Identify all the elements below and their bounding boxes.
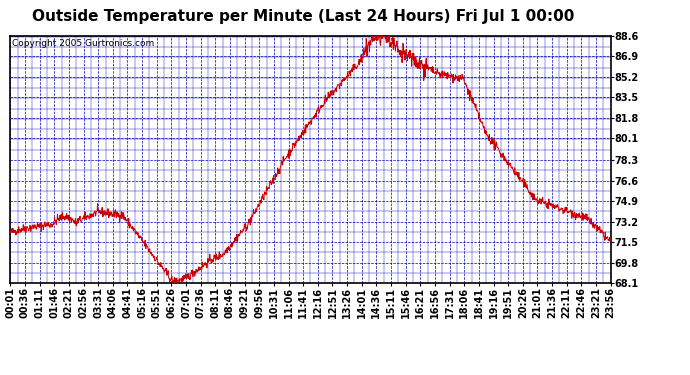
Text: Copyright 2005 Gurtronics.com: Copyright 2005 Gurtronics.com <box>12 39 154 48</box>
Text: Outside Temperature per Minute (Last 24 Hours) Fri Jul 1 00:00: Outside Temperature per Minute (Last 24 … <box>32 9 575 24</box>
